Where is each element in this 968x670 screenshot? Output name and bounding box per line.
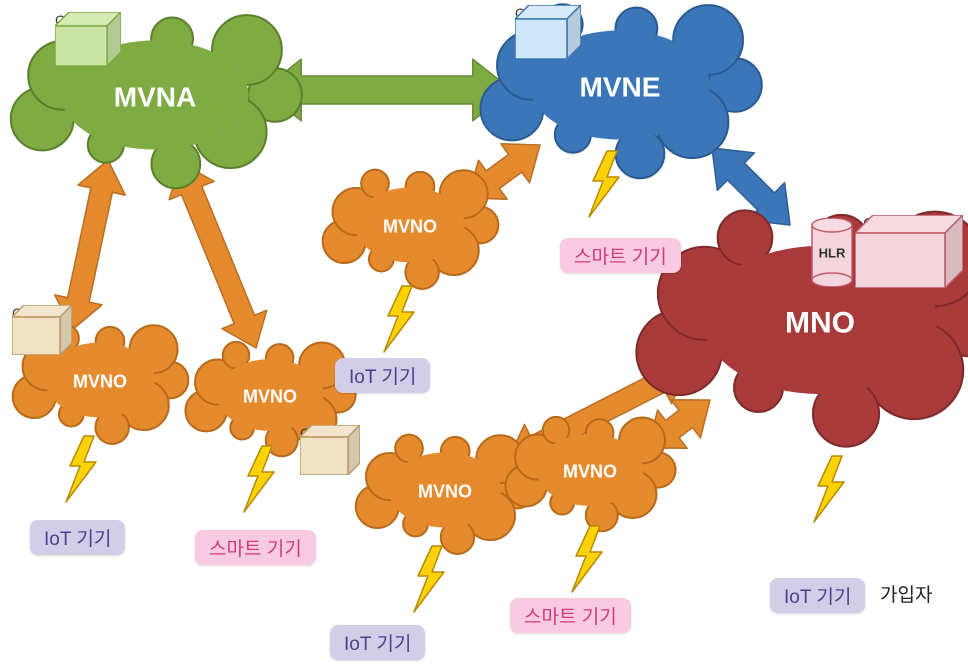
svg-text:MVNE: MVNE <box>580 72 661 103</box>
cube-mno_oss: OSS/BSS <box>855 215 963 288</box>
svg-text:MVNO: MVNO <box>243 386 297 406</box>
svg-text:MVNO: MVNO <box>73 371 127 391</box>
bolt-mvno3 <box>384 286 414 352</box>
svg-text:MNO: MNO <box>785 306 855 339</box>
bolt-mvne <box>589 151 619 217</box>
bolt-mno <box>814 456 844 522</box>
diagram-root: { "canvas":{"w":968,"h":670,"bg":"#fffff… <box>0 0 968 670</box>
tag-mvno3-iot: IoT 기기 <box>335 358 430 393</box>
cube-mvno1_oss: OSS/BSS <box>12 305 72 355</box>
cube-mvne_oss: OSS/BSS <box>515 5 581 59</box>
cylinder-hlr: HLR <box>810 218 854 287</box>
cloud-mvno3: MVNO <box>323 170 499 289</box>
svg-text:HLR: HLR <box>819 246 846 261</box>
tag-mvno5-smart: 스마트 기기 <box>510 598 631 633</box>
svg-text:MVNO: MVNO <box>383 216 437 236</box>
svg-text:MVNA: MVNA <box>114 82 196 113</box>
bolt-mvno5 <box>572 526 602 592</box>
cube-mvno4_oss: OSS/BSS <box>300 425 360 475</box>
bolt-mvno4 <box>414 546 444 612</box>
cloud-mvno5: MVNO <box>505 417 675 531</box>
svg-text:MVNO: MVNO <box>418 481 472 501</box>
arrow-mvna-mvno2 <box>169 162 267 348</box>
bolt-mvno2 <box>244 446 274 512</box>
bolt-mvno1 <box>66 436 96 502</box>
cube-mvna_oss: OSS/BSS <box>55 12 121 66</box>
diagram-svg: MVNA MVNE MNO MVNO MVNO MVNO MVNO MVNO <box>0 0 968 670</box>
svg-text:MVNO: MVNO <box>563 461 617 481</box>
tag-mvno1-iot: IoT 기기 <box>30 520 125 555</box>
tag-mvno4-iot: IoT 기기 <box>330 625 425 660</box>
subscriber-label: 가입자 <box>880 580 932 607</box>
tag-mno-iot: IoT 기기 <box>770 578 865 613</box>
tag-mvne-smart: 스마트 기기 <box>560 238 681 273</box>
tag-mvno2-smart: 스마트 기기 <box>195 530 316 565</box>
